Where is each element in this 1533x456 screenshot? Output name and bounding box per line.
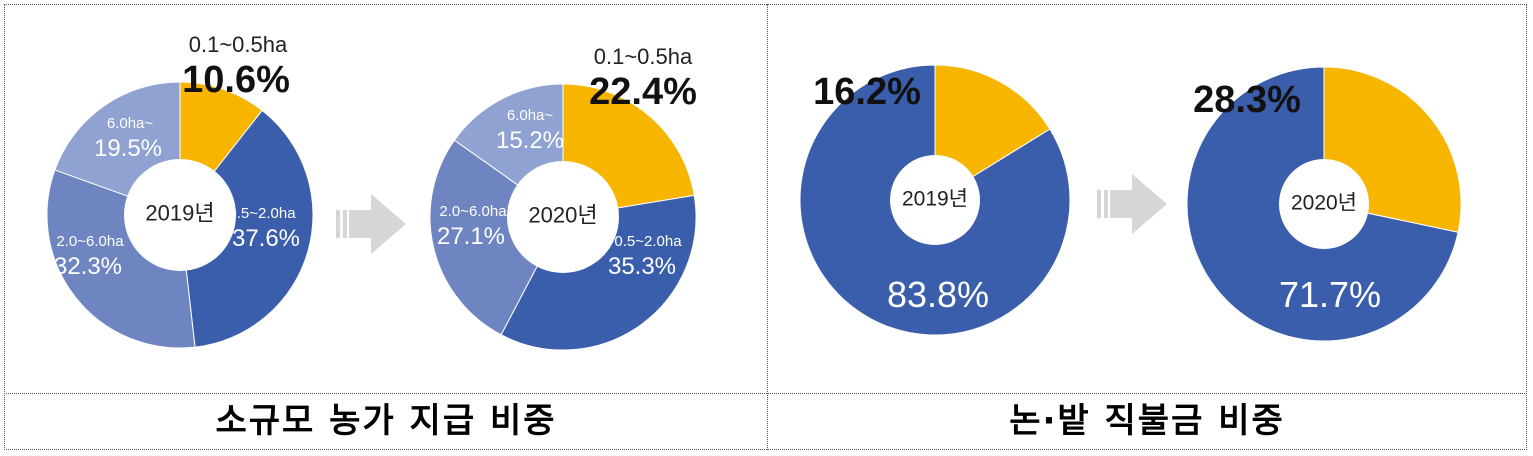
caption-divider: [4, 393, 1527, 394]
pie3-center-label: 2019년: [902, 187, 968, 210]
pie3-value-label-1: 16.2%: [813, 71, 921, 113]
pie1-center-label: 2019년: [145, 201, 214, 226]
transition-arrow-left: [336, 194, 406, 254]
pie4-center-label: 2020년: [1291, 191, 1357, 214]
pie1-value-label-4: 19.5%: [94, 135, 162, 162]
pie2-category-label-1: 0.1~0.5ha: [594, 44, 693, 69]
pie2-value-label-2: 35.3%: [608, 253, 676, 280]
pie1-center-hole: [124, 159, 236, 271]
pie1-category-label-3: 2.0~6.0ha: [56, 233, 124, 250]
figure-frame: [4, 4, 1527, 450]
pie1-category-label-1: 0.1~0.5ha: [189, 32, 288, 57]
pie2-category-label-3: 2.0~6.0ha: [439, 203, 507, 220]
pie3-value-label-2: 83.8%: [887, 274, 989, 315]
pie2-center-label: 2020년: [528, 203, 597, 228]
pie1-value-label-1: 10.6%: [182, 59, 290, 101]
pie4-value-label-2: 71.7%: [1279, 274, 1381, 315]
pie3-center-hole: [890, 155, 980, 245]
pie2-center-hole: [507, 161, 619, 273]
pie4-value-label-1: 28.3%: [1193, 79, 1301, 121]
panel-divider: [767, 4, 768, 450]
transition-arrow-right: [1097, 174, 1167, 234]
caption-small-farm-share: 소규모 농가 지급 비중: [215, 401, 557, 441]
pie2-value-label-4: 15.2%: [496, 127, 564, 154]
pie2-slice-3: [429, 139, 564, 336]
pie4-center-hole: [1279, 159, 1369, 249]
pie1-value-label-3: 32.3%: [54, 253, 122, 280]
pie2-value-label-1: 22.4%: [589, 71, 697, 113]
caption-paddy-field-share: 논·밭 직불금 비중: [1009, 401, 1285, 441]
pie2-category-label-4: 6.0ha~: [507, 107, 554, 124]
pie2-category-label-2: 0.5~2.0ha: [614, 233, 682, 250]
pie1-value-label-2: 37.6%: [232, 225, 300, 252]
pie1-slice-2: [179, 109, 314, 348]
pie2-slice-2: [500, 194, 697, 351]
pie2-value-label-3: 27.1%: [437, 223, 505, 250]
pie1-category-label-4: 6.0ha~: [107, 115, 154, 132]
pie1-category-label-2: 0.5~2.0ha: [228, 205, 296, 222]
